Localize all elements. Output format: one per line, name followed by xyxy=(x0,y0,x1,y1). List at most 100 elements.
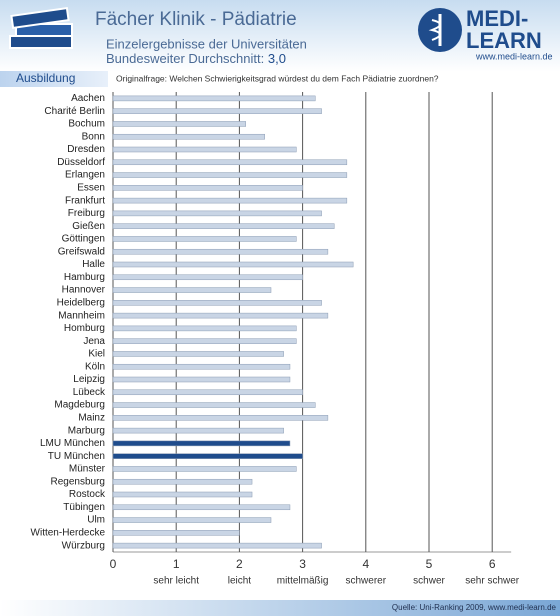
bar xyxy=(112,504,291,511)
x-tick-label: 1 xyxy=(173,557,180,571)
x-scale-label: sehr schwer xyxy=(465,576,520,587)
bar xyxy=(112,491,253,498)
y-tick-label: Marburg xyxy=(68,425,105,436)
x-tick-label: 0 xyxy=(110,557,117,571)
average-label-text: Bundesweiter Durchschnitt: xyxy=(106,51,264,66)
bar xyxy=(112,453,303,459)
bar xyxy=(112,146,297,153)
bar xyxy=(112,325,297,332)
y-tick-label: Mainz xyxy=(78,412,105,423)
x-scale-label: leicht xyxy=(228,576,252,587)
bar xyxy=(112,530,240,536)
y-tick-label: Homburg xyxy=(64,323,105,334)
bar xyxy=(112,440,291,447)
chart-subtitle: Einzelergebnisse der Universitäten xyxy=(106,36,307,51)
y-tick-label: Greifswald xyxy=(58,246,105,257)
logo-bottom: LEARN xyxy=(466,28,542,53)
y-tick-label: Würzburg xyxy=(62,540,105,551)
x-tick-label: 4 xyxy=(362,557,369,571)
bar xyxy=(112,338,297,344)
y-tick-label: Bochum xyxy=(68,119,105,130)
y-tick-label: Köln xyxy=(85,361,105,372)
bar xyxy=(112,210,322,217)
x-tick-label: 5 xyxy=(426,557,433,571)
bar xyxy=(112,236,297,242)
logo-top: MEDI- xyxy=(466,6,528,31)
y-tick-label: Kiel xyxy=(88,349,105,360)
y-tick-label: Ulm xyxy=(87,515,105,526)
y-tick-label: Frankfurt xyxy=(65,195,105,206)
bar xyxy=(112,415,329,421)
x-scale-label: mittelmäßig xyxy=(277,576,329,587)
x-tick-label: 3 xyxy=(299,557,306,571)
y-tick-label: Hannover xyxy=(62,285,106,296)
bar xyxy=(112,389,303,396)
logo-url: www.medi-learn.de xyxy=(475,51,553,61)
bar xyxy=(112,185,303,191)
bar xyxy=(112,376,291,383)
bar xyxy=(112,95,316,102)
bar xyxy=(112,466,297,472)
books-icon xyxy=(9,7,73,49)
y-tick-label: Bonn xyxy=(82,131,105,142)
average-label: Bundesweiter Durchschnitt: 3,0 xyxy=(106,51,286,66)
bar xyxy=(112,159,348,166)
bar xyxy=(112,351,284,357)
question: Originalfrage: Welchen Schwierigkeitsgra… xyxy=(116,73,439,83)
x-scale-label: sehr leicht xyxy=(153,576,199,587)
footer-band xyxy=(0,600,560,616)
bar xyxy=(112,517,272,523)
y-tick-label: Regensburg xyxy=(51,476,105,487)
y-tick-label: TU München xyxy=(48,451,105,462)
x-scale-label: schwerer xyxy=(346,576,387,587)
header-band xyxy=(0,0,560,72)
bar xyxy=(112,172,348,178)
section-tab xyxy=(0,71,108,87)
y-tick-label: Halle xyxy=(82,259,105,270)
bar xyxy=(112,287,272,293)
y-tick-label: Tübingen xyxy=(63,502,105,513)
x-tick-label: 2 xyxy=(236,557,243,571)
bar xyxy=(112,248,329,255)
bar xyxy=(112,363,291,370)
x-tick-label: 6 xyxy=(489,557,496,571)
y-tick-label: Düsseldorf xyxy=(57,157,105,168)
bar xyxy=(112,274,303,281)
y-tick-label: Freiburg xyxy=(68,208,105,219)
bar xyxy=(112,261,354,268)
average-value: 3,0 xyxy=(268,51,286,66)
bar xyxy=(112,197,348,204)
y-tick-label: Dresden xyxy=(67,144,105,155)
y-tick-label: Charité Berlin xyxy=(44,106,105,117)
y-tick-label: Leipzig xyxy=(73,374,105,385)
bar xyxy=(112,223,335,229)
bar xyxy=(112,402,316,408)
plot: 0 1 2 3 4 5 6 sehr leicht leicht mittelmäßig schwe… xyxy=(31,92,520,587)
bar xyxy=(112,427,284,434)
section-label: Ausbildung xyxy=(16,71,75,85)
logo: MEDI- LEARN www.medi-learn.de xyxy=(418,6,553,61)
y-tick-label: Essen xyxy=(77,182,105,193)
y-tick-label: Rostock xyxy=(69,489,106,500)
x-scale-label: schwer xyxy=(413,576,445,587)
y-tick-label: Aachen xyxy=(71,93,105,104)
y-tick-label: Göttingen xyxy=(62,234,105,245)
bar xyxy=(112,133,265,140)
bar xyxy=(112,300,322,306)
y-tick-label: Magdeburg xyxy=(54,400,105,411)
y-tick-label: Lübeck xyxy=(73,387,106,398)
source: Quelle: Uni-Ranking 2009, www.medi-learn… xyxy=(392,603,557,612)
y-tick-label: Erlangen xyxy=(65,170,105,181)
chart-title: Fächer Klinik - Pädiatrie xyxy=(95,9,297,30)
bar xyxy=(112,542,322,549)
bar xyxy=(112,108,322,114)
bar xyxy=(112,121,246,127)
y-tick-label: LMU München xyxy=(40,438,105,449)
y-tick-label: Mannheim xyxy=(58,310,105,321)
y-tick-label: Hamburg xyxy=(64,272,105,283)
y-tick-label: Gießen xyxy=(72,221,105,232)
y-tick-label: Jena xyxy=(83,336,105,347)
y-tick-label: Heidelberg xyxy=(57,297,105,308)
bar xyxy=(112,312,329,319)
